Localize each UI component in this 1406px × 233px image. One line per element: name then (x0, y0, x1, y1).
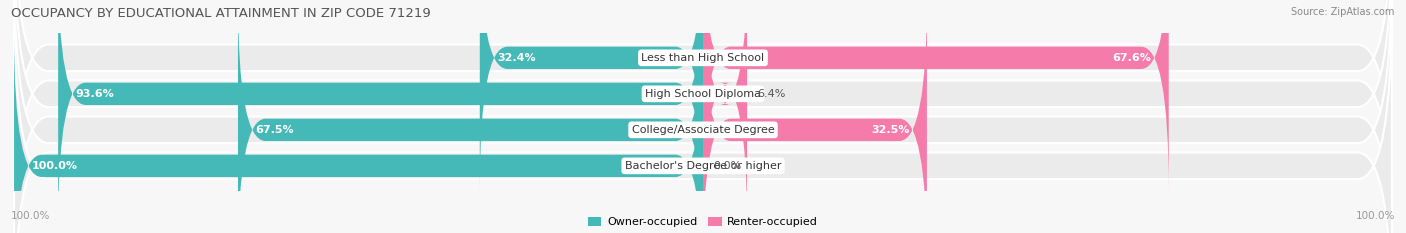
Text: Less than High School: Less than High School (641, 53, 765, 63)
Text: 0.0%: 0.0% (713, 161, 741, 171)
Text: 93.6%: 93.6% (76, 89, 114, 99)
Text: 100.0%: 100.0% (31, 161, 77, 171)
Text: OCCUPANCY BY EDUCATIONAL ATTAINMENT IN ZIP CODE 71219: OCCUPANCY BY EDUCATIONAL ATTAINMENT IN Z… (11, 7, 432, 20)
Text: 67.6%: 67.6% (1112, 53, 1152, 63)
FancyBboxPatch shape (58, 0, 703, 227)
Text: 32.5%: 32.5% (872, 125, 910, 135)
FancyBboxPatch shape (14, 0, 1392, 233)
FancyBboxPatch shape (14, 0, 1392, 225)
Text: 6.4%: 6.4% (758, 89, 786, 99)
FancyBboxPatch shape (703, 0, 927, 233)
Text: 67.5%: 67.5% (254, 125, 294, 135)
FancyBboxPatch shape (14, 0, 1392, 233)
Text: High School Diploma: High School Diploma (645, 89, 761, 99)
FancyBboxPatch shape (479, 0, 703, 191)
FancyBboxPatch shape (14, 0, 1392, 233)
FancyBboxPatch shape (703, 0, 1168, 191)
Text: College/Associate Degree: College/Associate Degree (631, 125, 775, 135)
Text: Bachelor's Degree or higher: Bachelor's Degree or higher (624, 161, 782, 171)
Text: Source: ZipAtlas.com: Source: ZipAtlas.com (1291, 7, 1395, 17)
Text: 100.0%: 100.0% (11, 211, 51, 221)
FancyBboxPatch shape (703, 0, 747, 227)
Legend: Owner-occupied, Renter-occupied: Owner-occupied, Renter-occupied (588, 217, 818, 227)
FancyBboxPatch shape (14, 33, 703, 233)
Text: 32.4%: 32.4% (496, 53, 536, 63)
FancyBboxPatch shape (238, 0, 703, 233)
Text: 100.0%: 100.0% (1355, 211, 1395, 221)
